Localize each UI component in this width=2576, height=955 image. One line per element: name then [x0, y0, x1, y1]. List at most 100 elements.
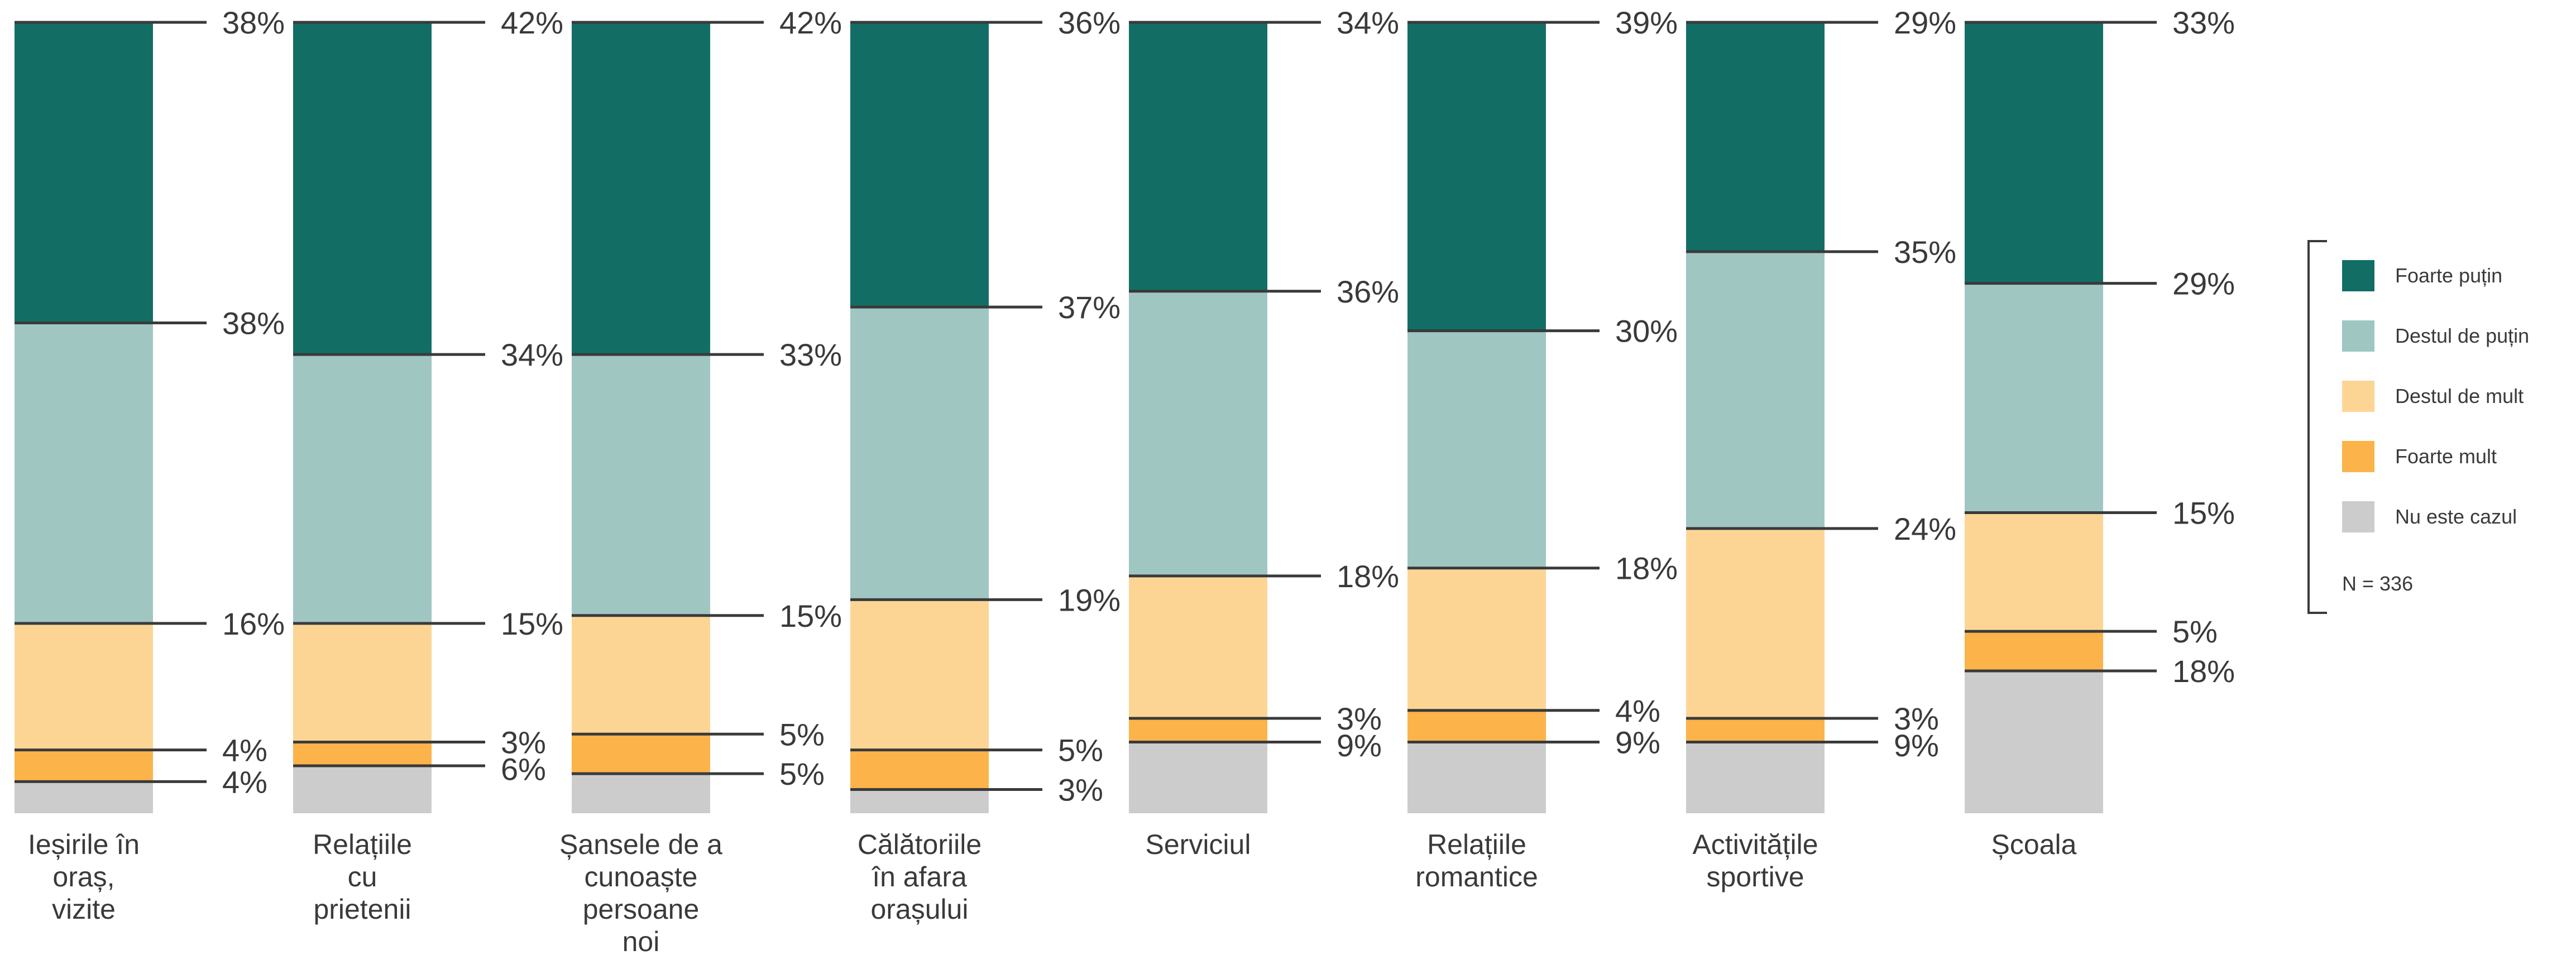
category-label-3-line-4: noi [623, 926, 660, 955]
bar-segment-foarte-mult-2 [293, 742, 432, 766]
legend-bracket [2307, 240, 2327, 614]
category-label-4-line-2: în afara [871, 861, 967, 892]
value-label-nu-este-cazul-6: 9% [1615, 724, 1660, 760]
category-label-2-line-1: Relațiile [313, 829, 412, 860]
bar-segment-destul-de-mult-5 [1129, 575, 1267, 718]
value-label-destul-de-putin-2: 34% [501, 337, 563, 372]
bar-segment-destul-de-putin-7 [1686, 251, 1825, 529]
bar-segment-foarte-mult-1 [15, 750, 153, 782]
bar-segment-destul-de-mult-6 [1407, 568, 1546, 711]
bar-segment-nu-este-cazul-3 [572, 774, 710, 813]
value-label-nu-este-cazul-1: 4% [222, 764, 267, 799]
legend-swatch-destul-de-mult [2342, 381, 2374, 412]
bar-segment-foarte-putin-8 [1965, 22, 2103, 284]
value-label-foarte-mult-1: 4% [222, 733, 267, 768]
legend-label-nu-este-cazul: Nu este cazul [2395, 505, 2517, 528]
value-label-destul-de-mult-3: 15% [779, 598, 842, 634]
category-label-2-line-3: prietenii [313, 894, 411, 925]
value-label-foarte-putin-4: 36% [1058, 5, 1121, 40]
value-label-destul-de-mult-2: 15% [501, 606, 563, 641]
bar-segment-nu-este-cazul-1 [15, 781, 153, 813]
legend-label-foarte-mult: Foarte mult [2395, 445, 2497, 468]
category-label-2-line-2: cu [348, 861, 377, 892]
value-label-destul-de-putin-5: 36% [1337, 274, 1399, 309]
bar-segment-nu-este-cazul-7 [1686, 742, 1825, 813]
value-label-destul-de-putin-6: 30% [1615, 314, 1678, 349]
value-label-destul-de-putin-3: 33% [779, 337, 842, 372]
category-labels-layer: Ieșirile înoraș,viziteRelațiilecuprieten… [28, 829, 2077, 955]
value-label-destul-de-putin-1: 38% [222, 305, 285, 340]
bar-segment-foarte-putin-4 [850, 22, 989, 308]
value-label-foarte-putin-2: 42% [501, 5, 563, 40]
bar-segment-destul-de-putin-6 [1407, 330, 1546, 568]
value-label-nu-este-cazul-3: 5% [779, 756, 825, 791]
bar-segment-destul-de-putin-8 [1965, 283, 2103, 513]
category-label-7-line-1: Activitățile [1692, 829, 1818, 860]
bar-segment-destul-de-putin-4 [850, 307, 989, 600]
bar-segment-nu-este-cazul-2 [293, 765, 432, 813]
value-label-foarte-mult-5: 3% [1337, 701, 1382, 736]
bar-segment-destul-de-mult-7 [1686, 528, 1825, 718]
bar-segment-foarte-putin-1 [15, 22, 153, 323]
bar-segment-destul-de-putin-3 [572, 354, 710, 616]
value-label-nu-este-cazul-2: 6% [501, 751, 546, 786]
bar-segment-destul-de-putin-5 [1129, 291, 1267, 576]
value-labels-layer: 38%38%16%4%4%42%34%15%3%6%42%33%15%5%5%3… [222, 5, 2235, 807]
value-label-nu-este-cazul-7: 9% [1894, 728, 1939, 763]
legend-label-destul-de-mult: Destul de mult [2395, 385, 2524, 407]
value-label-foarte-putin-5: 34% [1337, 5, 1399, 40]
value-label-foarte-putin-1: 38% [222, 5, 285, 40]
bar-segment-foarte-putin-6 [1407, 22, 1546, 331]
leader-lines-layer [15, 21, 2157, 791]
category-label-3-line-3: persoane [583, 894, 700, 925]
value-label-nu-este-cazul-4: 3% [1058, 772, 1103, 807]
category-label-1-line-3: vizite [52, 894, 116, 925]
category-label-7-line-2: sportive [1706, 861, 1804, 892]
bar-segment-foarte-mult-7 [1686, 718, 1825, 742]
value-label-destul-de-mult-8: 15% [2172, 496, 2235, 531]
bar-segment-destul-de-mult-1 [15, 623, 153, 750]
bar-segment-destul-de-mult-4 [850, 599, 989, 750]
bar-segment-destul-de-mult-2 [293, 623, 432, 742]
bar-segment-destul-de-putin-1 [15, 323, 153, 623]
category-label-5-line-1: Serviciul [1146, 829, 1251, 860]
bar-segment-nu-este-cazul-6 [1407, 742, 1546, 813]
bar-segment-foarte-mult-4 [850, 750, 989, 790]
value-label-foarte-mult-4: 5% [1058, 733, 1103, 768]
bar-segment-nu-este-cazul-5 [1129, 742, 1267, 813]
value-label-destul-de-mult-4: 19% [1058, 582, 1121, 617]
bar-segment-foarte-putin-7 [1686, 22, 1825, 252]
category-label-4-line-3: orașului [870, 894, 968, 925]
value-label-foarte-putin-8: 33% [2172, 5, 2235, 40]
bar-segment-foarte-mult-3 [572, 734, 710, 774]
value-label-destul-de-putin-8: 29% [2172, 266, 2235, 301]
value-label-destul-de-putin-7: 35% [1894, 234, 1956, 270]
category-label-4-line-1: Călătoriile [858, 829, 981, 860]
value-label-foarte-putin-6: 39% [1615, 5, 1678, 40]
bar-segment-foarte-mult-6 [1407, 710, 1546, 742]
category-label-1-line-1: Ieșirile în [28, 829, 140, 860]
legend-swatch-foarte-mult [2342, 441, 2374, 472]
bar-segment-destul-de-mult-8 [1965, 512, 2103, 632]
value-label-nu-este-cazul-8: 18% [2172, 654, 2235, 689]
value-label-foarte-mult-3: 5% [779, 717, 825, 752]
legend-swatch-nu-este-cazul [2342, 501, 2374, 532]
legend: Foarte puțin Destul de puțin Destul de mul… [2307, 240, 2529, 614]
value-label-foarte-mult-2: 3% [501, 724, 546, 760]
category-label-3-line-2: cunoaște [585, 861, 698, 892]
value-label-foarte-mult-6: 4% [1615, 693, 1660, 728]
bar-segment-foarte-mult-5 [1129, 718, 1267, 742]
value-label-foarte-mult-7: 3% [1894, 701, 1939, 736]
sample-size-note: N = 336 [2342, 572, 2413, 595]
category-label-6-line-1: Relațiile [1427, 829, 1526, 860]
legend-label-destul-de-putin: Destul de puțin [2395, 324, 2529, 347]
bar-segment-nu-este-cazul-8 [1965, 670, 2103, 813]
bars-layer [15, 22, 2103, 813]
category-label-6-line-2: romantice [1415, 861, 1538, 892]
value-label-foarte-mult-8: 5% [2172, 614, 2218, 649]
bar-segment-foarte-mult-8 [1965, 631, 2103, 671]
value-label-destul-de-putin-4: 37% [1058, 290, 1121, 325]
bar-segment-nu-este-cazul-4 [850, 789, 989, 813]
category-label-3-line-1: Șansele de a [559, 829, 722, 860]
